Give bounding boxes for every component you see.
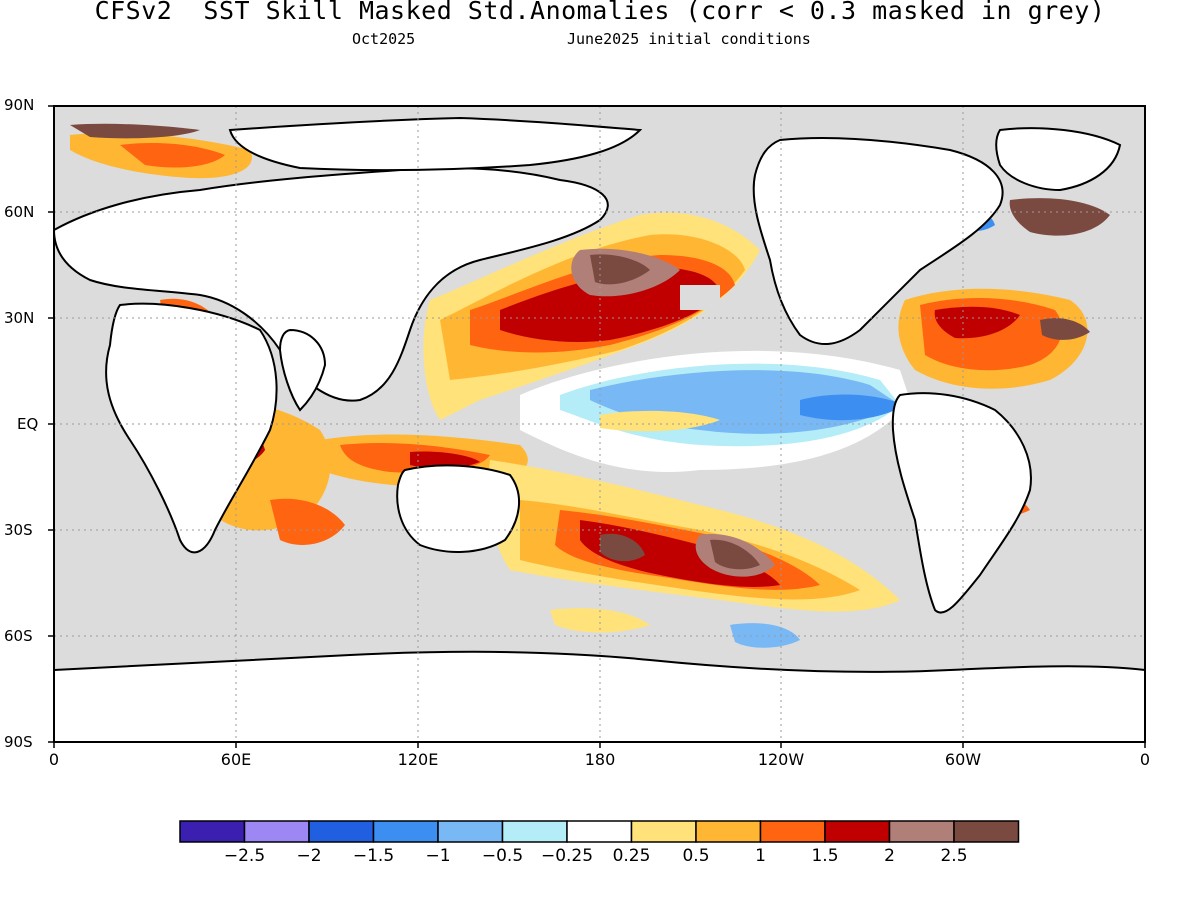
southern-ocean-blue (730, 623, 800, 648)
north-atlantic-brown (1040, 318, 1090, 340)
continents (54, 116, 1145, 742)
north-pacific-red (500, 268, 720, 342)
colorbar-tick-label: 1.5 (811, 846, 839, 866)
southern-yellow (550, 608, 650, 633)
lat-label-eq: EQ (17, 415, 39, 433)
lat-label-30n: 30N (4, 309, 35, 327)
pacific-mid-blue-patch (800, 394, 905, 421)
lon-label-60w: 60W (944, 750, 982, 769)
colorbar-swatch (308, 820, 375, 843)
colorbar-swatch (566, 820, 633, 843)
map-title: CFSv2 SST Skill Masked Std.Anomalies (co… (94, 0, 1106, 25)
anomaly-field (70, 123, 1110, 648)
maritime-red (410, 451, 480, 469)
forecast-month: Oct2025 (352, 30, 416, 48)
colorbar-tick-label: −0.25 (540, 846, 594, 866)
lat-label-30s: 30S (4, 521, 33, 539)
south-pacific-dark-brown (710, 539, 760, 570)
india-land (278, 328, 327, 412)
colorbar-tick-label: 2 (884, 846, 895, 866)
lon-label-0-east: 0 (1139, 750, 1151, 769)
lon-label-60e: 60E (220, 750, 252, 769)
colorbar-tick-label: −2.5 (223, 846, 266, 866)
colorbar (179, 820, 1020, 843)
colorbar-swatch (372, 820, 439, 843)
colorbar-swatch (437, 820, 504, 843)
colorbar-swatch (888, 820, 955, 843)
colorbar-swatch (824, 820, 891, 843)
australia-land (396, 464, 521, 553)
colorbar-tick-label: −2 (296, 846, 322, 866)
eurasia-land (54, 167, 609, 402)
colorbar-swatch (759, 820, 826, 843)
colorbar-tick-label: 2.5 (940, 846, 968, 866)
colorbar-tick-label: 1 (755, 846, 766, 866)
colorbar-tick-label: −1.5 (352, 846, 395, 866)
africa-land (105, 302, 278, 554)
colorbar-swatch (695, 820, 762, 843)
pacific-yellow-band (600, 410, 720, 432)
axis-ticks (48, 105, 1146, 748)
arctic-brown (70, 123, 200, 139)
colorbar-swatch (179, 820, 246, 843)
arctic-coast-land (228, 116, 643, 172)
south-america-land (891, 392, 1032, 614)
north-atlantic-red (934, 306, 1020, 339)
lat-label-90s: 90S (4, 733, 33, 751)
lat-label-60n: 60N (4, 203, 35, 221)
colorbar-tick-label: 0.5 (682, 846, 710, 866)
south-indian-orange (270, 498, 345, 545)
lon-label-180: 180 (584, 750, 616, 769)
lat-label-60s: 60S (4, 627, 33, 645)
graticule (54, 106, 1145, 742)
lon-label-0-west: 0 (48, 750, 60, 769)
greenland-land (995, 127, 1122, 192)
south-pacific-brown-west (600, 533, 645, 562)
colorbar-swatch (243, 820, 310, 843)
north-pacific-dark-brown (590, 254, 650, 285)
north-pacific-masked-box (680, 285, 720, 310)
lon-label-120e: 120E (397, 750, 439, 769)
colorbar-tick-label: −1 (425, 846, 451, 866)
north-america-land (752, 137, 1004, 346)
colorbar-tick-label: −0.5 (481, 846, 524, 866)
initial-conditions: June2025 initial conditions (567, 30, 811, 48)
lon-label-120w: 120W (757, 750, 805, 769)
colorbar-swatch (501, 820, 568, 843)
lat-label-90n: 90N (4, 96, 35, 114)
colorbar-swatch (953, 820, 1020, 843)
colorbar-tick-label: 0.25 (612, 846, 651, 866)
antarctica-land (54, 650, 1145, 742)
colorbar-swatch (630, 820, 697, 843)
north-atlantic-brown-north (1009, 198, 1110, 236)
barents-red (120, 143, 225, 168)
